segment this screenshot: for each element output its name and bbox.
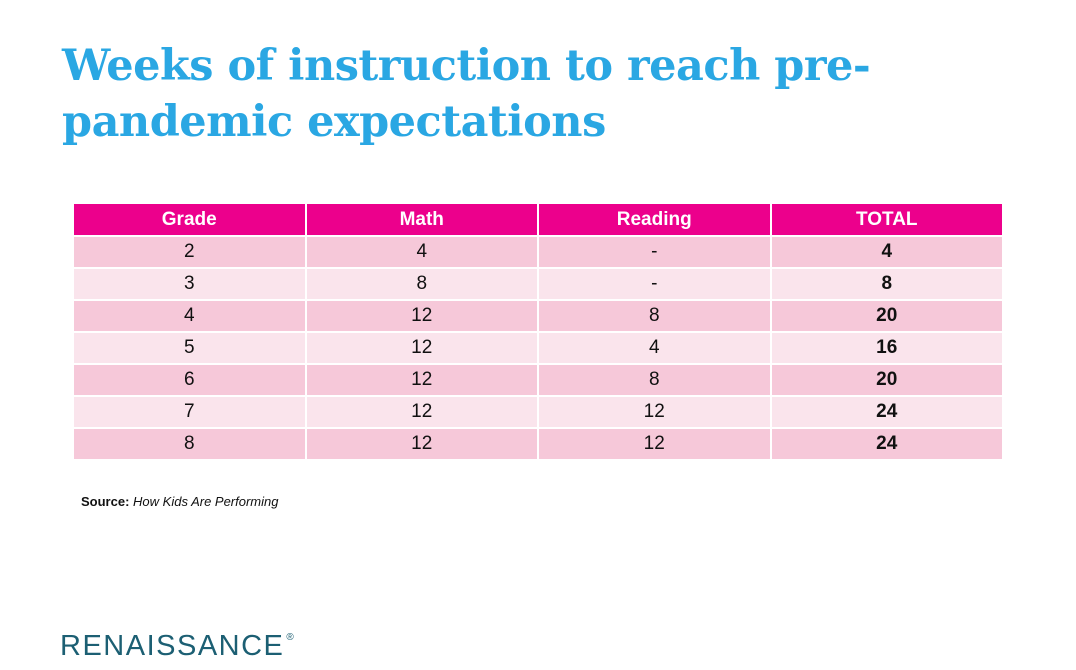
table-cell-grade: 8 — [72, 427, 307, 461]
table-cell-reading: - — [537, 267, 772, 301]
table-cell-math: 12 — [304, 363, 539, 397]
table-cell-math: 4 — [304, 235, 539, 269]
column-header-reading: Reading — [537, 202, 772, 237]
table-cell-grade: 2 — [72, 235, 307, 269]
table-cell-grade: 6 — [72, 363, 307, 397]
data-table: Grade Math Reading TOTAL 2 4-4 3 8-8 4 12 8 20 5 12 4… — [72, 202, 1004, 461]
table-header-row: Grade Math Reading TOTAL — [72, 202, 1004, 237]
table-cell-total: 4 — [769, 235, 1004, 269]
table-cell-grade: 7 — [72, 395, 307, 429]
table-cell-reading: 12 — [537, 395, 772, 429]
page-title: Weeks of instruction to reach pre-pandem… — [62, 41, 871, 147]
table-cell-total: 20 — [769, 363, 1004, 397]
table-row: 5 12 4 16 — [72, 331, 1004, 365]
table-cell-grade: 5 — [72, 331, 307, 365]
table-cell-math: 12 — [304, 331, 539, 365]
source-text: How Kids Are Performing — [133, 494, 279, 509]
table-row: 4 12 8 20 — [72, 299, 1004, 333]
table-cell-reading: 12 — [537, 427, 772, 461]
table-cell-grade: 3 — [72, 267, 307, 301]
column-header-total: TOTAL — [769, 202, 1004, 237]
table-row: 7 12 12 24 — [72, 395, 1004, 429]
column-header-grade: Grade — [72, 202, 307, 237]
table-cell-total: 16 — [769, 331, 1004, 365]
table-cell-math: 12 — [304, 299, 539, 333]
column-header-math: Math — [304, 202, 539, 237]
table-row: 6 12 8 20 — [72, 363, 1004, 397]
table-cell-math: 12 — [304, 395, 539, 429]
registered-mark: ® — [286, 632, 294, 643]
table-cell-reading: 8 — [537, 363, 772, 397]
source-note: Source: How Kids Are Performing — [81, 494, 279, 509]
source-label: Source: — [81, 494, 130, 509]
renaissance-logo: RENAISSANCE ® — [60, 630, 294, 663]
table-cell-total: 24 — [769, 427, 1004, 461]
table-cell-math: 12 — [304, 427, 539, 461]
table-cell-reading: 8 — [537, 299, 772, 333]
table-cell-reading: 4 — [537, 331, 772, 365]
table-cell-math: 8 — [304, 267, 539, 301]
table-cell-total: 8 — [769, 267, 1004, 301]
table-row: 8 12 12 24 — [72, 427, 1004, 461]
table-cell-grade: 4 — [72, 299, 307, 333]
table-body: 2 4-4 3 8-8 4 12 8 20 5 12 4 16 6 12 8 20 7 12 12 24 8 12 12 24 — [72, 235, 1004, 461]
table-cell-reading: - — [537, 235, 772, 269]
table-cell-total: 24 — [769, 395, 1004, 429]
logo-text: RENAISSANCE — [60, 630, 285, 662]
table-cell-total: 20 — [769, 299, 1004, 333]
